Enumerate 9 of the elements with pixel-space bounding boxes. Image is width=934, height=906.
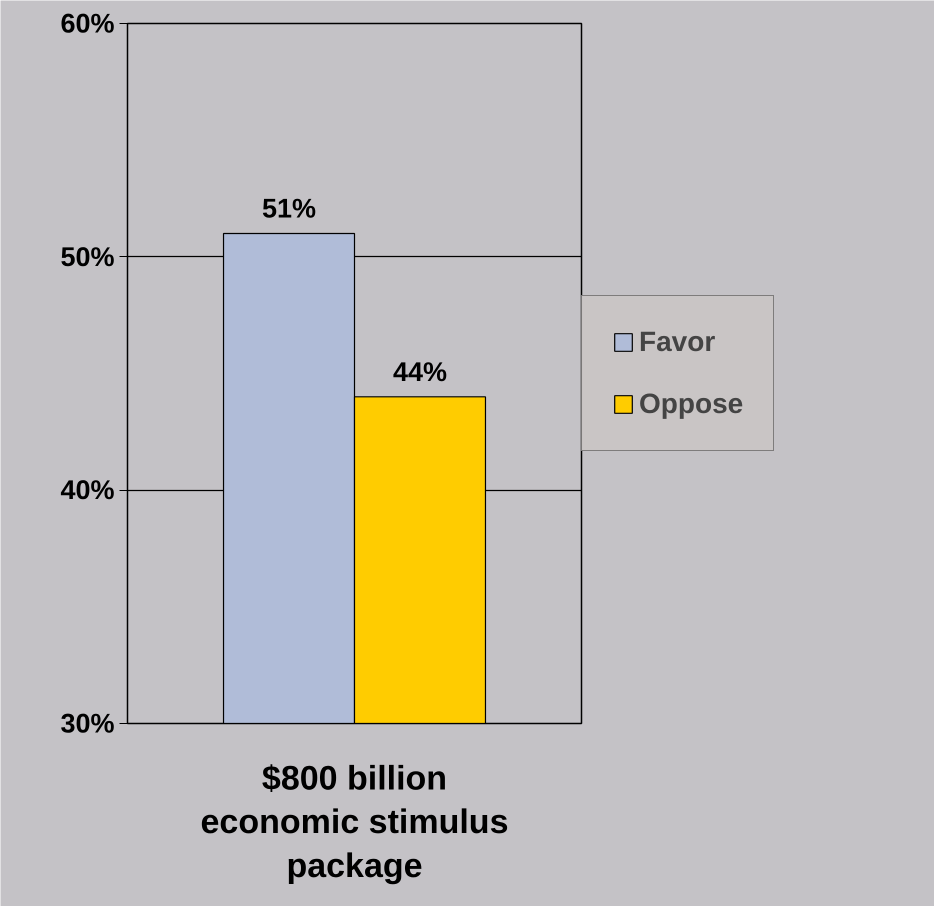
y-tick-label: 30% (60, 708, 115, 738)
data-label: 44% (392, 356, 448, 387)
y-tick-label: 50% (60, 242, 115, 272)
legend-label: Favor (639, 326, 716, 358)
y-tick-label: 60% (60, 8, 115, 38)
legend-label: Oppose (639, 388, 744, 420)
x-tick-label: $800 billion economic stimulus package (200, 760, 508, 885)
data-label: 51% (262, 194, 316, 224)
y-tick-label: 40% (60, 475, 115, 506)
